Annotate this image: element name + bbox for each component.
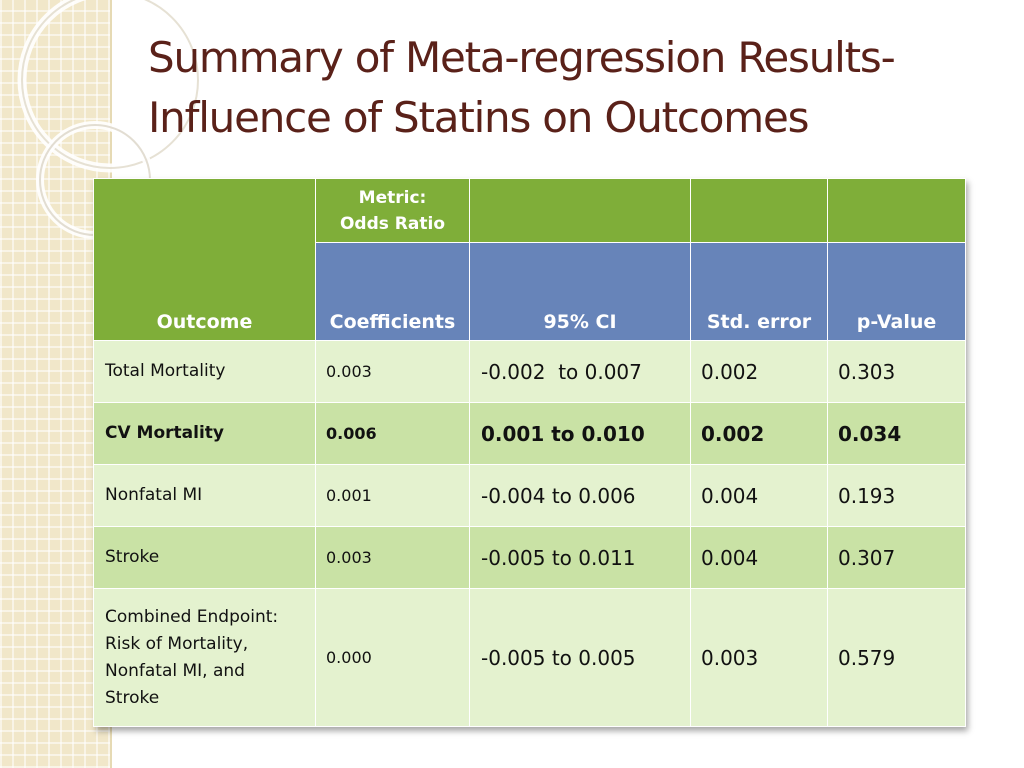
cell-outcome: Total Mortality <box>93 340 316 403</box>
cell-coefficient: 0.003 <box>315 526 470 589</box>
cell-std-error: 0.003 <box>690 588 828 727</box>
header-outcome: Outcome <box>93 178 316 341</box>
header-metric: Metric: Odds Ratio <box>315 178 470 243</box>
cell-outcome-line: Risk of Mortality, <box>105 633 249 654</box>
slide-title-line-1: Summary of Meta-regression Results- <box>148 33 896 82</box>
cell-coefficient: 0.006 <box>315 402 470 465</box>
cell-p-value: 0.034 <box>827 402 966 465</box>
header-metric-line-1: Metric: <box>358 188 427 208</box>
header-std-error: Std. error <box>690 242 828 341</box>
table-row: Total Mortality 0.003 -0.002 to 0.007 0.… <box>93 340 966 403</box>
header-coefficients: Coefficients <box>315 242 470 341</box>
cell-ci: -0.005 to 0.005 <box>469 588 691 727</box>
cell-coefficient: 0.001 <box>315 464 470 527</box>
cell-ci: 0.001 to 0.010 <box>469 402 691 465</box>
cell-coefficient: 0.000 <box>315 588 470 727</box>
cell-p-value: 0.303 <box>827 340 966 403</box>
cell-outcome: Stroke <box>93 526 316 589</box>
slide-title-line-2: Influence of Statins on Outcomes <box>148 93 810 142</box>
cell-outcome: CV Mortality <box>93 402 316 465</box>
cell-outcome: Nonfatal MI <box>93 464 316 527</box>
cell-p-value: 0.579 <box>827 588 966 727</box>
results-table: Outcome Metric: Odds Ratio Coefficients … <box>93 178 966 727</box>
cell-p-value: 0.193 <box>827 464 966 527</box>
header-metric-line-2: Odds Ratio <box>339 214 446 234</box>
cell-std-error: 0.004 <box>690 464 828 527</box>
cell-outcome-line: Combined Endpoint: <box>105 606 279 627</box>
table-row: Stroke 0.003 -0.005 to 0.011 0.004 0.307 <box>93 526 966 589</box>
cell-coefficient: 0.003 <box>315 340 470 403</box>
cell-std-error: 0.002 <box>690 340 828 403</box>
cell-p-value: 0.307 <box>827 526 966 589</box>
table-row: Nonfatal MI 0.001 -0.004 to 0.006 0.004 … <box>93 464 966 527</box>
cell-std-error: 0.004 <box>690 526 828 589</box>
cell-ci: -0.002 to 0.007 <box>469 340 691 403</box>
header-green-cell <box>690 178 828 243</box>
cell-ci: -0.005 to 0.011 <box>469 526 691 589</box>
table-row: CV Mortality 0.006 0.001 to 0.010 0.002 … <box>93 402 966 465</box>
cell-outcome-line: Stroke <box>105 687 160 708</box>
cell-ci: -0.004 to 0.006 <box>469 464 691 527</box>
table-row: Combined Endpoint: Risk of Mortality, No… <box>93 588 966 727</box>
header-green-cell <box>469 178 691 243</box>
cell-outcome-combined: Combined Endpoint: Risk of Mortality, No… <box>93 588 316 727</box>
cell-outcome-line: Nonfatal MI, and <box>105 660 245 681</box>
header-ci: 95% CI <box>469 242 691 341</box>
slide-title: Summary of Meta-regression Results- Infl… <box>148 28 1008 148</box>
cell-std-error: 0.002 <box>690 402 828 465</box>
header-p-value: p-Value <box>827 242 966 341</box>
header-green-cell <box>827 178 966 243</box>
results-table-container: Outcome Metric: Odds Ratio Coefficients … <box>93 178 966 727</box>
